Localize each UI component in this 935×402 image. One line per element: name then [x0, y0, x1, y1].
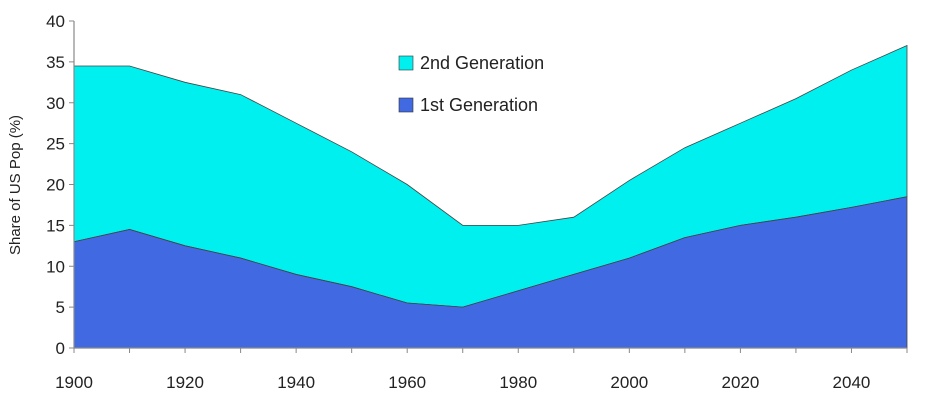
y-tick-label: 30 — [46, 94, 65, 113]
legend-swatch-1st-generation — [398, 97, 414, 113]
x-tick-label: 1960 — [388, 373, 426, 392]
x-tick-label: 2020 — [721, 373, 759, 392]
y-ticks: 0 5 10 15 20 25 30 35 40 — [46, 12, 74, 358]
y-tick-label: 25 — [46, 135, 65, 154]
legend: 2nd Generation 1st Generation — [398, 53, 544, 115]
legend-label-2nd-generation: 2nd Generation — [420, 53, 544, 73]
legend-swatch-2nd-generation — [398, 55, 414, 71]
x-ticks: 1900 1920 1940 1960 1980 2000 2020 2040 — [55, 348, 908, 392]
y-tick-label: 0 — [56, 339, 65, 358]
y-tick-label: 10 — [46, 257, 65, 276]
y-tick-label: 40 — [46, 12, 65, 31]
legend-label-1st-generation: 1st Generation — [420, 95, 538, 115]
y-tick-label: 5 — [56, 298, 65, 317]
y-tick-label: 20 — [46, 176, 65, 195]
x-tick-label: 1900 — [55, 373, 93, 392]
y-axis-label: Share of US Pop (%) — [7, 115, 24, 255]
x-tick-label: 1920 — [166, 373, 204, 392]
chart-areas — [73, 44, 908, 349]
x-tick-label: 1940 — [277, 373, 315, 392]
y-tick-label: 15 — [46, 216, 65, 235]
x-tick-label: 2000 — [610, 373, 648, 392]
x-tick-label: 2040 — [833, 373, 871, 392]
x-tick-label: 1980 — [499, 373, 537, 392]
y-tick-label: 35 — [46, 53, 65, 72]
